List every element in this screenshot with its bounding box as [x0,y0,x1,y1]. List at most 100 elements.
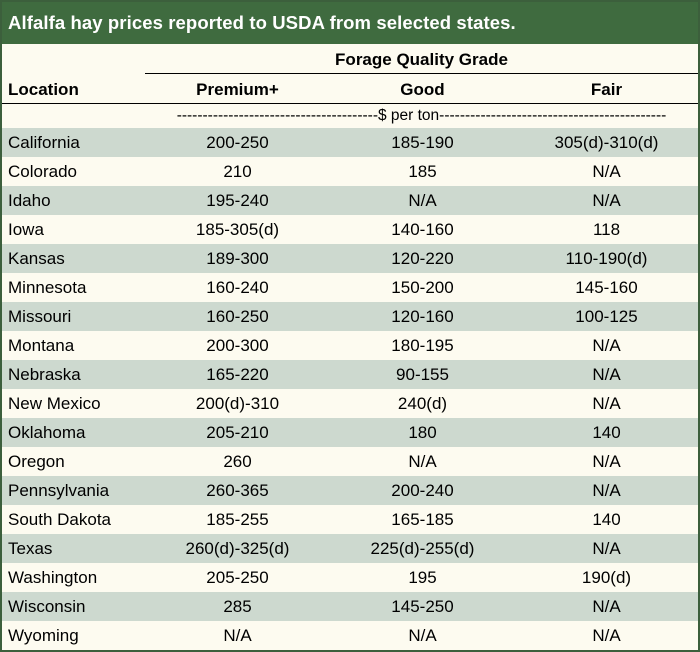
location-cell: Iowa [2,215,145,244]
table-row: Colorado 210 185 N/A [2,157,698,186]
premium-price-cell: 205-210 [145,418,330,447]
fair-price-cell: 145-160 [515,273,698,302]
location-cell: Wyoming [2,621,145,650]
table-row: Pennsylvania 260-365 200-240 N/A [2,476,698,505]
title-bar: Alfalfa hay prices reported to USDA from… [2,2,698,44]
fair-price-cell: 110-190(d) [515,244,698,273]
good-price-cell: 145-250 [330,592,515,621]
price-table: California 200-250 185-190 305(d)-310(d) Col… [2,128,698,650]
table-header: Forage Quality Grade Location Premium+ G… [2,44,698,104]
good-price-cell: 200-240 [330,476,515,505]
fair-price-cell: N/A [515,331,698,360]
premium-price-cell: 160-250 [145,302,330,331]
fair-price-cell: N/A [515,360,698,389]
location-cell: Nebraska [2,360,145,389]
good-price-cell: 180-195 [330,331,515,360]
column-header-premium: Premium+ [196,80,279,99]
premium-price-cell: 200-250 [145,128,330,157]
premium-price-cell: 165-220 [145,360,330,389]
table-row: Washington 205-250 195 190(d) [2,563,698,592]
good-price-cell: 195 [330,563,515,592]
good-price-cell: 240(d) [330,389,515,418]
table-row: Wyoming N/A N/A N/A [2,621,698,650]
table-row: Minnesota 160-240 150-200 145-160 [2,273,698,302]
table-row: Montana 200-300 180-195 N/A [2,331,698,360]
location-cell: Oregon [2,447,145,476]
good-price-cell: 225(d)-255(d) [330,534,515,563]
units-label: ---------------------------------------$… [176,107,667,124]
premium-price-cell: 185-305(d) [145,215,330,244]
fair-price-cell: N/A [515,592,698,621]
location-cell: Minnesota [2,273,145,302]
premium-price-cell: 260-365 [145,476,330,505]
table-row: New Mexico 200(d)-310 240(d) N/A [2,389,698,418]
header-underline [2,103,698,104]
location-cell: New Mexico [2,389,145,418]
fair-price-cell: 305(d)-310(d) [515,128,698,157]
location-cell: Missouri [2,302,145,331]
table-row: Iowa 185-305(d) 140-160 118 [2,215,698,244]
units-row: ---------------------------------------$… [2,104,698,128]
premium-price-cell: 210 [145,157,330,186]
location-cell: Kansas [2,244,145,273]
location-cell: California [2,128,145,157]
fair-price-cell: N/A [515,186,698,215]
table-row: Texas 260(d)-325(d) 225(d)-255(d) N/A [2,534,698,563]
premium-price-cell: 285 [145,592,330,621]
fair-price-cell: N/A [515,534,698,563]
table-row: Nebraska 165-220 90-155 N/A [2,360,698,389]
good-price-cell: 140-160 [330,215,515,244]
location-cell: Texas [2,534,145,563]
location-cell: Washington [2,563,145,592]
price-table-body: California 200-250 185-190 305(d)-310(d) Col… [2,128,698,650]
premium-price-cell: 160-240 [145,273,330,302]
fair-price-cell: 190(d) [515,563,698,592]
fair-price-cell: 140 [515,505,698,534]
fair-price-cell: N/A [515,621,698,650]
location-cell: Montana [2,331,145,360]
table-title: Alfalfa hay prices reported to USDA from… [8,12,516,33]
table-row: Wisconsin 285 145-250 N/A [2,592,698,621]
table-row: Oregon 260 N/A N/A [2,447,698,476]
column-header-fair: Fair [590,80,623,99]
table-row: Kansas 189-300 120-220 110-190(d) [2,244,698,273]
location-cell: Wisconsin [2,592,145,621]
location-cell: Idaho [2,186,145,215]
premium-price-cell: 205-250 [145,563,330,592]
good-price-cell: 185 [330,157,515,186]
good-price-cell: 90-155 [330,360,515,389]
table-row: Missouri 160-250 120-160 100-125 [2,302,698,331]
forage-quality-grade-label: Forage Quality Grade [335,50,508,69]
good-price-cell: 165-185 [330,505,515,534]
good-price-cell: 180 [330,418,515,447]
fair-price-cell: 118 [515,215,698,244]
column-header-good: Good [400,80,445,99]
premium-price-cell: 260(d)-325(d) [145,534,330,563]
fair-price-cell: N/A [515,447,698,476]
table-row: Idaho 195-240 N/A N/A [2,186,698,215]
good-price-cell: 150-200 [330,273,515,302]
fair-price-cell: N/A [515,476,698,505]
premium-price-cell: N/A [145,621,330,650]
premium-price-cell: 195-240 [145,186,330,215]
column-header-location: Location [8,80,79,99]
table-row: Oklahoma 205-210 180 140 [2,418,698,447]
premium-price-cell: 200(d)-310 [145,389,330,418]
table-row: South Dakota 185-255 165-185 140 [2,505,698,534]
premium-price-cell: 200-300 [145,331,330,360]
good-price-cell: 120-160 [330,302,515,331]
fair-price-cell: 140 [515,418,698,447]
fair-price-cell: 100-125 [515,302,698,331]
location-cell: Pennsylvania [2,476,145,505]
good-price-cell: N/A [330,621,515,650]
premium-price-cell: 185-255 [145,505,330,534]
good-price-cell: 120-220 [330,244,515,273]
table-row: California 200-250 185-190 305(d)-310(d) [2,128,698,157]
fair-price-cell: N/A [515,389,698,418]
good-price-cell: N/A [330,186,515,215]
group-underline [145,73,698,74]
location-cell: South Dakota [2,505,145,534]
good-price-cell: N/A [330,447,515,476]
premium-price-cell: 189-300 [145,244,330,273]
